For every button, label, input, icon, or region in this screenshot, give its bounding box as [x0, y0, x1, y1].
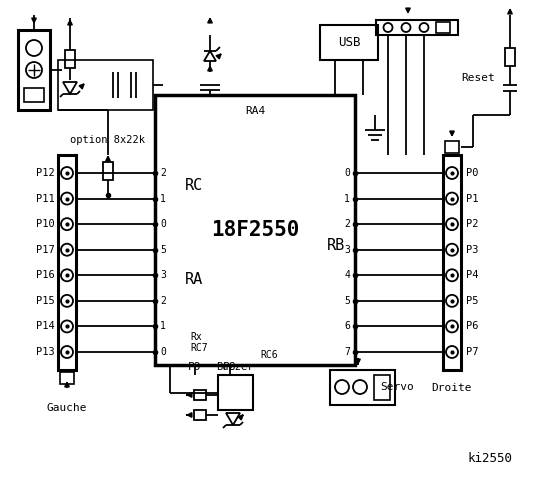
Text: 4: 4: [344, 270, 350, 280]
Text: P14: P14: [36, 322, 55, 331]
Text: P17: P17: [36, 245, 55, 255]
Text: P1: P1: [466, 193, 478, 204]
Bar: [60, 372, 74, 384]
Text: 2: 2: [160, 168, 166, 178]
Text: USB: USB: [338, 36, 360, 49]
Text: ki2550: ki2550: [467, 452, 513, 465]
Text: 6: 6: [344, 322, 350, 331]
Bar: [330, 370, 395, 405]
Text: 1: 1: [160, 193, 166, 204]
Bar: [218, 375, 253, 410]
Text: 1: 1: [160, 322, 166, 331]
Text: 2: 2: [160, 296, 166, 306]
Text: 5: 5: [344, 296, 350, 306]
Text: P2: P2: [466, 219, 478, 229]
Bar: [58, 155, 76, 370]
Text: P9: P9: [188, 362, 202, 372]
Text: P15: P15: [36, 296, 55, 306]
Bar: [443, 155, 461, 370]
Text: P4: P4: [466, 270, 478, 280]
Text: P6: P6: [466, 322, 478, 331]
Text: Gauche: Gauche: [47, 403, 87, 413]
Text: P5: P5: [466, 296, 478, 306]
Bar: [18, 30, 50, 110]
Text: 0: 0: [344, 168, 350, 178]
Text: P16: P16: [36, 270, 55, 280]
Text: 0: 0: [160, 219, 166, 229]
Bar: [376, 20, 458, 35]
Text: RA4: RA4: [245, 106, 265, 116]
Text: 5: 5: [160, 245, 166, 255]
Text: RA: RA: [185, 273, 204, 288]
Text: Buzzer: Buzzer: [216, 362, 254, 372]
Text: 0: 0: [160, 347, 166, 357]
Text: P8: P8: [223, 362, 237, 372]
Text: P3: P3: [466, 245, 478, 255]
Text: RC6: RC6: [260, 350, 278, 360]
Text: 1: 1: [344, 193, 350, 204]
Bar: [58, 60, 153, 110]
Text: P11: P11: [36, 193, 55, 204]
Bar: [505, 48, 515, 66]
Text: P12: P12: [36, 168, 55, 178]
Bar: [65, 50, 75, 68]
Bar: [445, 141, 459, 153]
Text: 3: 3: [344, 245, 350, 255]
Bar: [320, 25, 378, 60]
Text: Reset: Reset: [461, 73, 495, 83]
Text: 3: 3: [160, 270, 166, 280]
Bar: [155, 95, 355, 365]
Text: P0: P0: [466, 168, 478, 178]
Text: option 8x22k: option 8x22k: [70, 135, 145, 145]
Bar: [374, 375, 390, 400]
Text: 2: 2: [344, 219, 350, 229]
Text: RC: RC: [185, 178, 204, 192]
Text: Servo: Servo: [380, 382, 414, 392]
Text: 7: 7: [344, 347, 350, 357]
Bar: [436, 22, 450, 33]
Text: 18F2550: 18F2550: [211, 220, 299, 240]
Bar: [103, 162, 113, 180]
Bar: [194, 410, 206, 420]
Text: Rx: Rx: [190, 332, 202, 342]
Text: RB: RB: [327, 238, 345, 252]
Text: P7: P7: [466, 347, 478, 357]
Bar: [194, 390, 206, 400]
Text: P10: P10: [36, 219, 55, 229]
Text: Droite: Droite: [432, 383, 472, 393]
Text: P13: P13: [36, 347, 55, 357]
Bar: [24, 88, 44, 102]
Text: RC7: RC7: [190, 343, 207, 353]
